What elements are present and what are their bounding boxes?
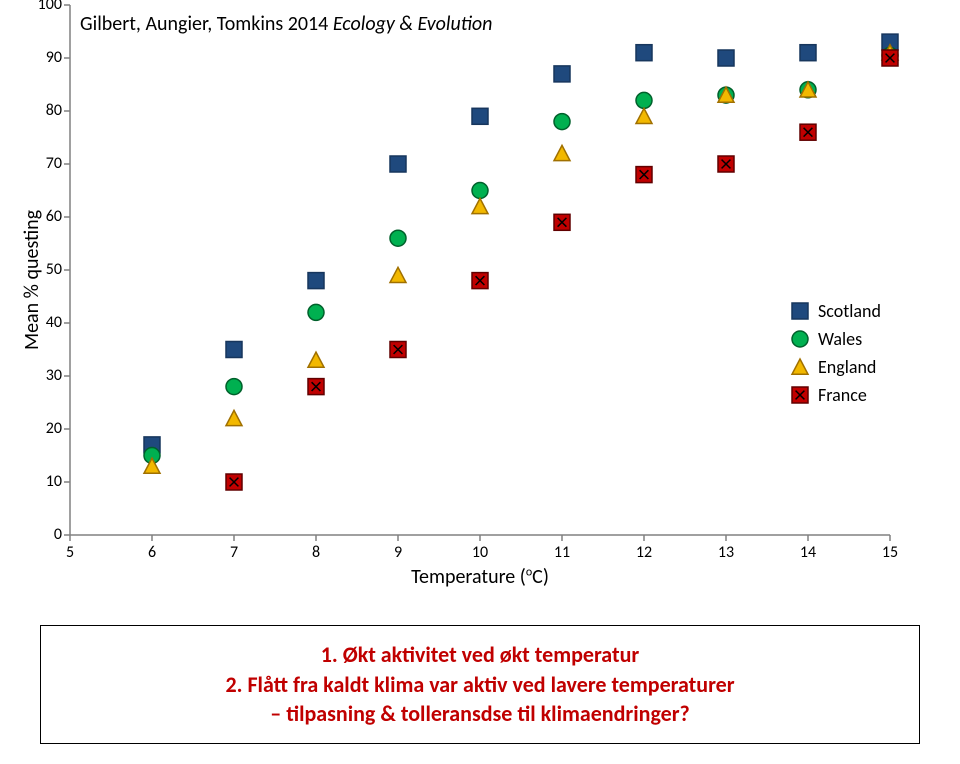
y-tick-label: 30	[26, 366, 62, 385]
y-tick-label: 0	[26, 525, 62, 544]
legend-item: Scotland	[790, 300, 881, 322]
y-tick-label: 20	[26, 419, 62, 438]
citation: Gilbert, Aungier, Tomkins 2014 Ecology &…	[80, 12, 492, 36]
x-tick-label: 8	[296, 543, 336, 562]
legend-label: England	[818, 356, 876, 378]
legend-marker-icon	[790, 357, 810, 377]
citation-journal: Ecology & Evolution	[333, 12, 493, 36]
y-tick-label: 70	[26, 154, 62, 173]
x-tick-label: 7	[214, 543, 254, 562]
caption-box: 1. Økt aktivitet ved økt temperatur 2. F…	[40, 625, 920, 744]
x-tick-label: 15	[870, 543, 910, 562]
legend: Scotland Wales England France	[790, 300, 881, 412]
x-axis-label: Temperature (oC)	[70, 565, 890, 589]
y-tick-label: 100	[26, 0, 62, 14]
y-tick-label: 90	[26, 48, 62, 67]
citation-authors: Gilbert, Aungier, Tomkins 2014	[80, 12, 333, 36]
y-tick-label: 60	[26, 207, 62, 226]
scatter-plot	[0, 0, 930, 575]
legend-label: Wales	[818, 328, 862, 350]
y-tick-label: 50	[26, 260, 62, 279]
x-tick-label: 14	[788, 543, 828, 562]
y-tick-label: 10	[26, 472, 62, 491]
y-tick-label: 80	[26, 101, 62, 120]
legend-marker-icon	[790, 301, 810, 321]
x-tick-label: 12	[624, 543, 664, 562]
x-tick-label: 11	[542, 543, 582, 562]
slide: Gilbert, Aungier, Tomkins 2014 Ecology &…	[0, 0, 960, 764]
legend-marker-icon	[790, 385, 810, 405]
legend-marker-icon	[790, 329, 810, 349]
caption-line-2a: 2. Flått fra kaldt klima var aktiv ved l…	[61, 670, 899, 700]
x-tick-label: 13	[706, 543, 746, 562]
chart-area: Gilbert, Aungier, Tomkins 2014 Ecology &…	[0, 0, 960, 600]
y-tick-label: 40	[26, 313, 62, 332]
x-tick-label: 10	[460, 543, 500, 562]
legend-label: Scotland	[818, 300, 881, 322]
legend-item: Wales	[790, 328, 881, 350]
x-tick-label: 9	[378, 543, 418, 562]
caption-line-2b: – tilpasning & tolleransdse til klimaend…	[61, 699, 899, 729]
legend-item: England	[790, 356, 881, 378]
legend-label: France	[818, 384, 867, 406]
x-tick-label: 6	[132, 543, 172, 562]
caption-line-1: 1. Økt aktivitet ved økt temperatur	[61, 640, 899, 670]
legend-item: France	[790, 384, 881, 406]
x-tick-label: 5	[50, 543, 90, 562]
